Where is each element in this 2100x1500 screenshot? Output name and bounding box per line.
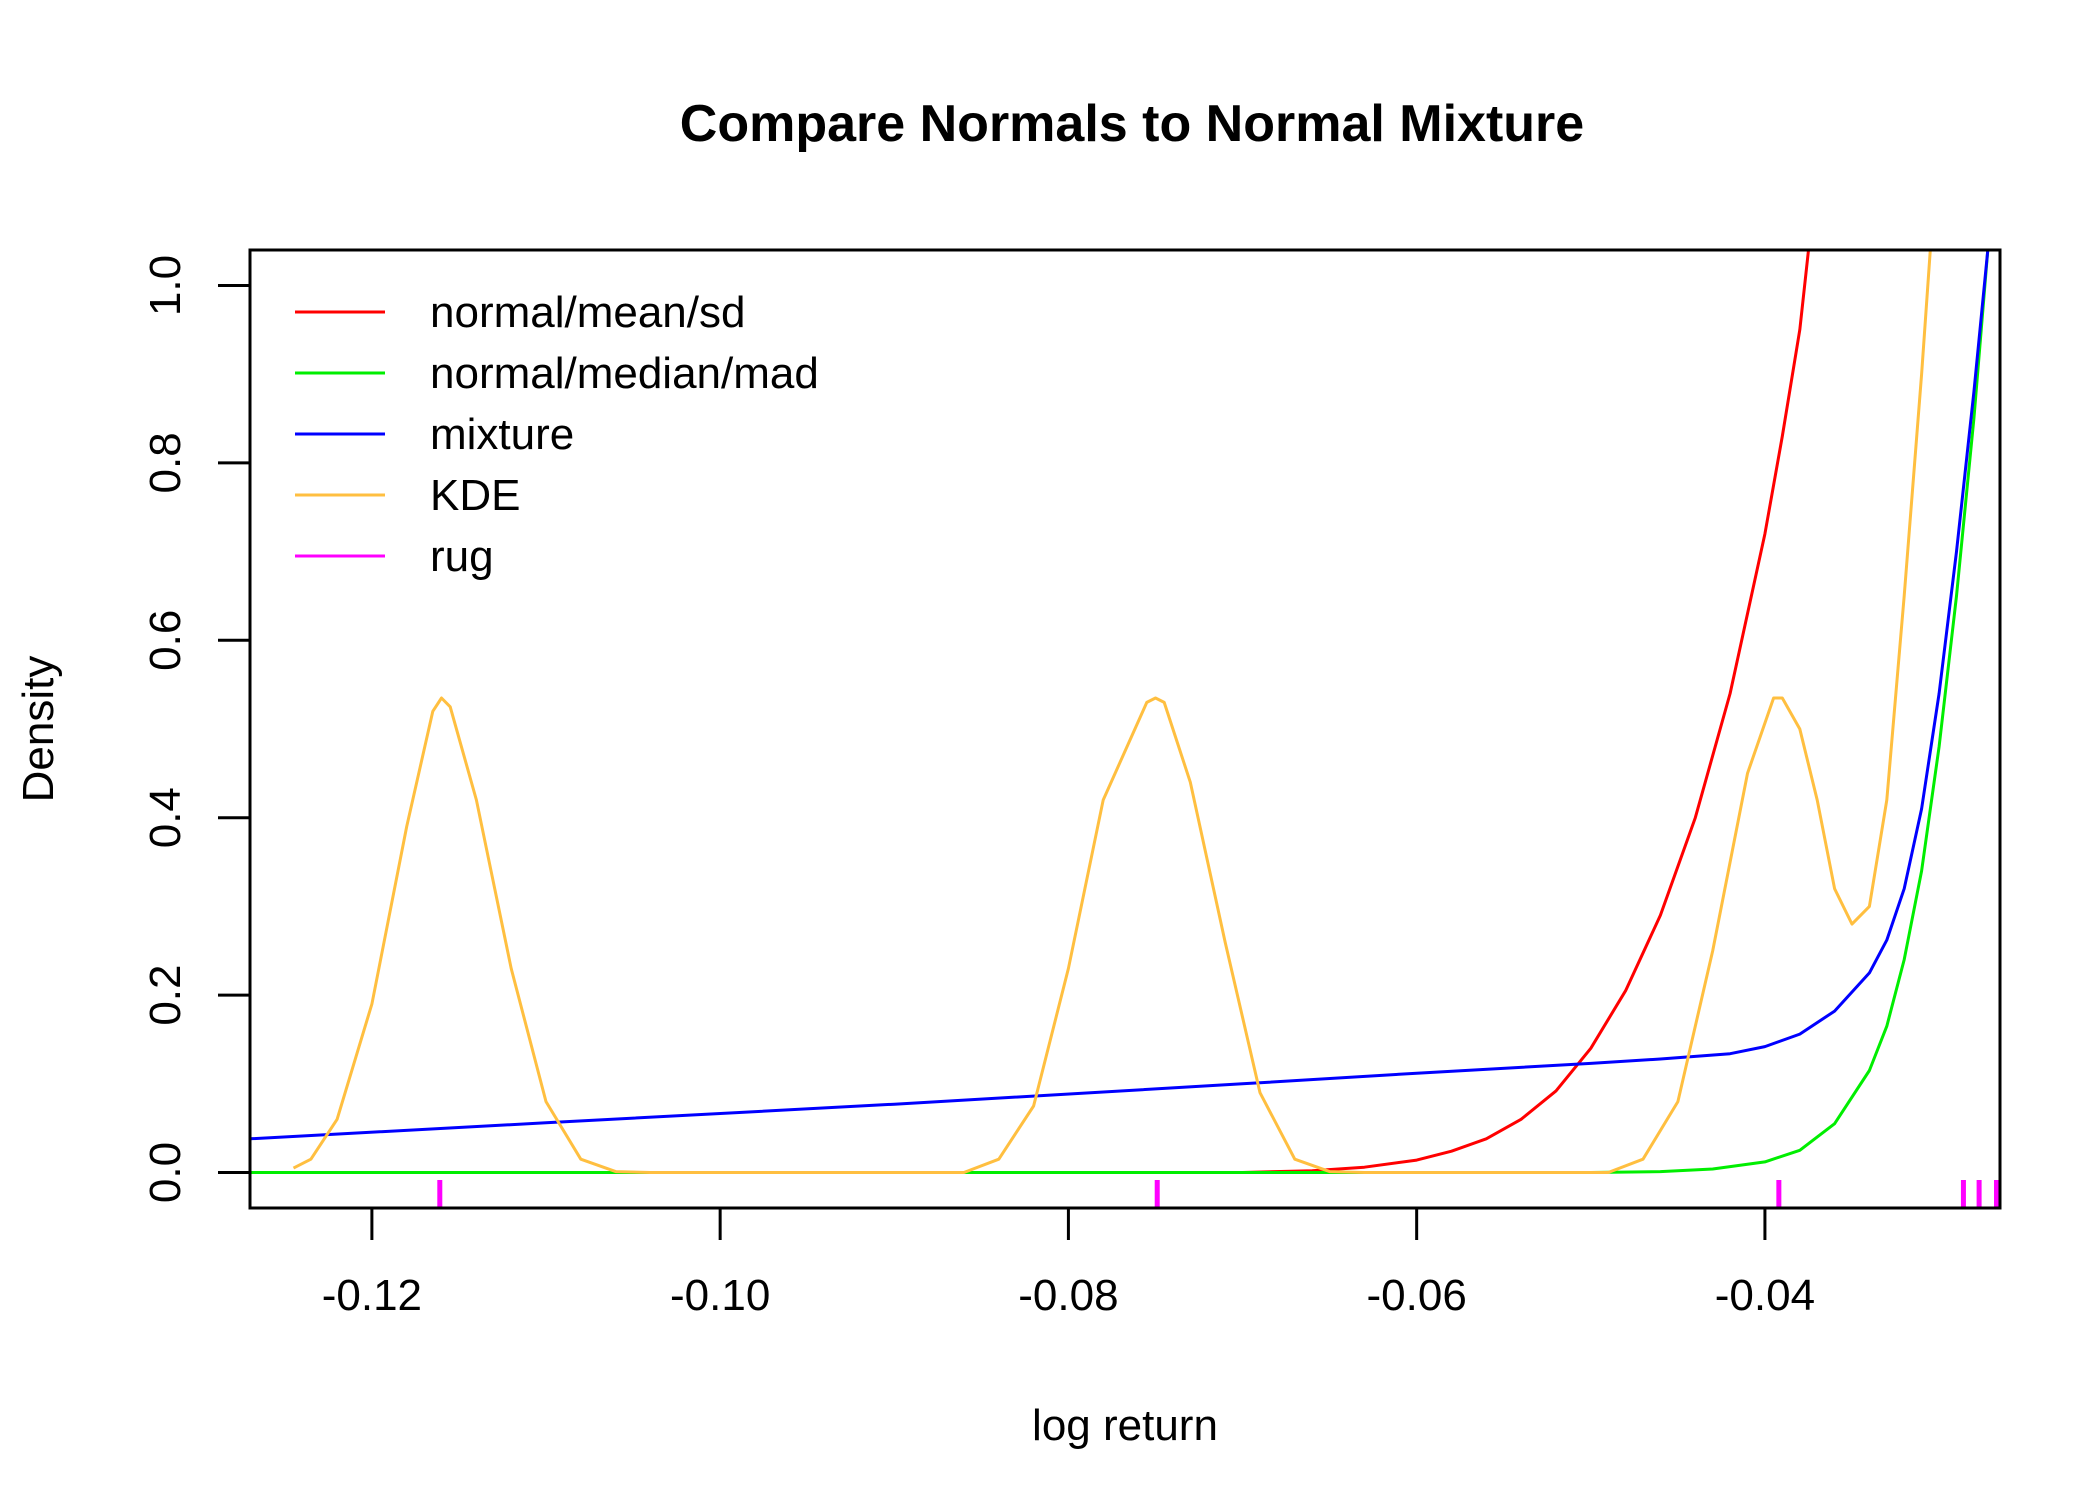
series-line-normal-mean-sd bbox=[1242, 250, 1810, 1174]
x-tick-label: -0.10 bbox=[670, 1271, 770, 1320]
legend-entry: rug bbox=[295, 532, 494, 581]
legend-label: normal/mean/sd bbox=[430, 288, 745, 337]
x-tick-label: -0.06 bbox=[1367, 1271, 1467, 1320]
chart-title: Compare Normals to Normal Mixture bbox=[680, 95, 1584, 153]
x-tick-label: -0.08 bbox=[1018, 1271, 1118, 1320]
legend: normal/mean/sd normal/median/mad mixture KD… bbox=[295, 288, 819, 581]
legend-label: mixture bbox=[430, 410, 574, 459]
series-line-mixture bbox=[250, 250, 1990, 1141]
x-axis: -0.12 -0.10 -0.08 -0.06 -0.04 bbox=[322, 1206, 1815, 1320]
plot-area bbox=[250, 250, 2000, 1207]
y-axis-label: Density bbox=[14, 656, 63, 803]
x-tick-label: -0.04 bbox=[1715, 1271, 1815, 1320]
legend-entry: KDE bbox=[295, 471, 520, 520]
x-axis-label: log return bbox=[1032, 1401, 1218, 1450]
legend-label: rug bbox=[430, 532, 494, 581]
y-tick-label: 0.8 bbox=[141, 432, 190, 493]
series-line-kde bbox=[292, 250, 1932, 1174]
legend-label: normal/median/mad bbox=[430, 349, 819, 398]
y-tick-label: 1.0 bbox=[141, 255, 190, 316]
y-tick-label: 0.0 bbox=[141, 1142, 190, 1203]
y-tick-label: 0.2 bbox=[141, 965, 190, 1026]
legend-entry: mixture bbox=[295, 410, 574, 459]
y-tick-label: 0.6 bbox=[141, 610, 190, 671]
legend-entry: normal/median/mad bbox=[295, 349, 819, 398]
y-axis: 0.0 0.2 0.4 0.6 0.8 1.0 bbox=[141, 255, 252, 1203]
x-tick-label: -0.12 bbox=[322, 1271, 422, 1320]
y-tick-label: 0.4 bbox=[141, 787, 190, 848]
legend-entry: normal/mean/sd bbox=[295, 288, 745, 337]
legend-label: KDE bbox=[430, 471, 520, 520]
series-line-normal-median-mad bbox=[250, 250, 1990, 1174]
